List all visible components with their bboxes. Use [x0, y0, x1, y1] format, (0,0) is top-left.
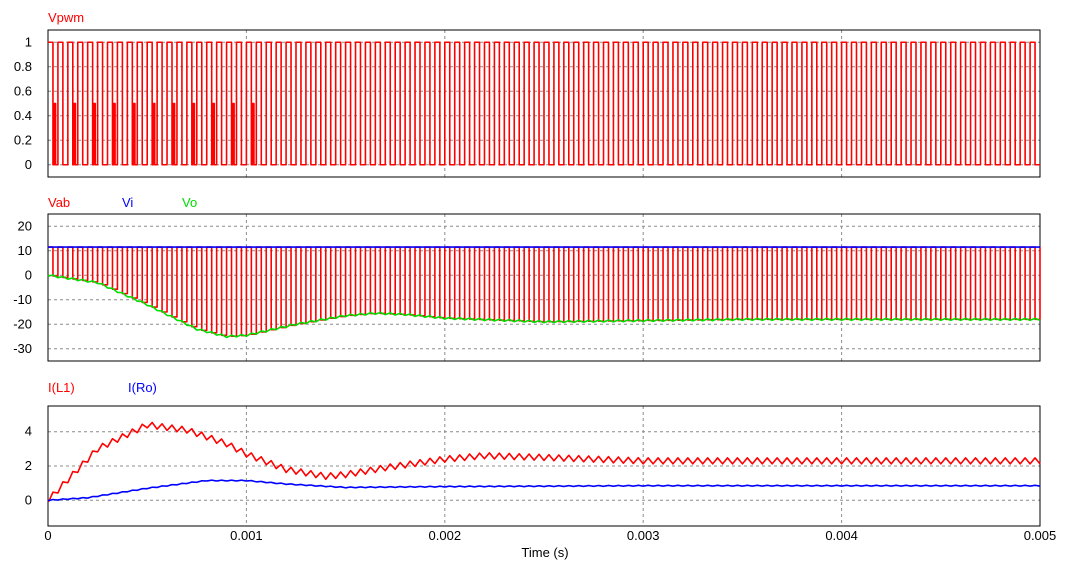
- legend-vo: Vo: [182, 195, 197, 210]
- x-tick-label: 0.003: [627, 528, 660, 543]
- legend-vpwm: Vpwm: [48, 10, 84, 25]
- y-tick-label: 0: [25, 492, 32, 507]
- bottom-panel-legend: I(L1) I(Ro): [48, 380, 157, 395]
- middle-panel-legend: Vab Vi Vo: [48, 195, 197, 210]
- x-tick-label: 0: [44, 528, 51, 543]
- x-tick-label: 0.002: [429, 528, 462, 543]
- legend-iro: I(Ro): [128, 380, 157, 395]
- vpwm-panel: 0 0.2 0.4 0.6 0.8 1: [14, 29, 1041, 178]
- y-tick-label: 10: [18, 243, 32, 258]
- y-tick-label: 2: [25, 458, 32, 473]
- x-tick-label: 0.001: [230, 528, 263, 543]
- x-tick-label: 0.005: [1024, 528, 1057, 543]
- voltage-panel: 20 10 0 -10 -20 -30: [13, 213, 1041, 362]
- y-tick-label: -10: [13, 292, 32, 307]
- y-tick-label: 1: [25, 34, 32, 49]
- series-line-vo: [47, 274, 1041, 339]
- x-tick-label: 0.004: [825, 528, 858, 543]
- panel-frame: [47, 405, 1041, 527]
- y-tick-label: 0.4: [14, 108, 32, 123]
- y-tick-label: 0: [25, 267, 32, 282]
- series-line-i-l1-: [47, 421, 1041, 502]
- y-tick-label: 0.2: [14, 132, 32, 147]
- series-line-i-ro-: [47, 479, 1041, 502]
- y-tick-label: 0: [25, 157, 32, 172]
- y-tick-label: 20: [18, 218, 32, 233]
- panel-frame: [47, 29, 1041, 178]
- y-tick-label: 0.8: [14, 59, 32, 74]
- x-axis-title: Time (s): [521, 545, 568, 560]
- y-tick-label: -30: [13, 341, 32, 356]
- y-tick-label: 4: [25, 424, 32, 439]
- series-line-vpwm: [48, 41, 1040, 166]
- y-tick-label: -20: [13, 316, 32, 331]
- current-panel: 4 2 0: [25, 405, 1041, 527]
- legend-il1: I(L1): [48, 380, 75, 395]
- legend-vi: Vi: [122, 195, 133, 210]
- y-tick-label: 0.6: [14, 83, 32, 98]
- legend-vab: Vab: [48, 195, 70, 210]
- top-panel-legend: Vpwm: [48, 10, 84, 25]
- time-axis: 0 0.001 0.002 0.003 0.004 0.005: [44, 528, 1056, 543]
